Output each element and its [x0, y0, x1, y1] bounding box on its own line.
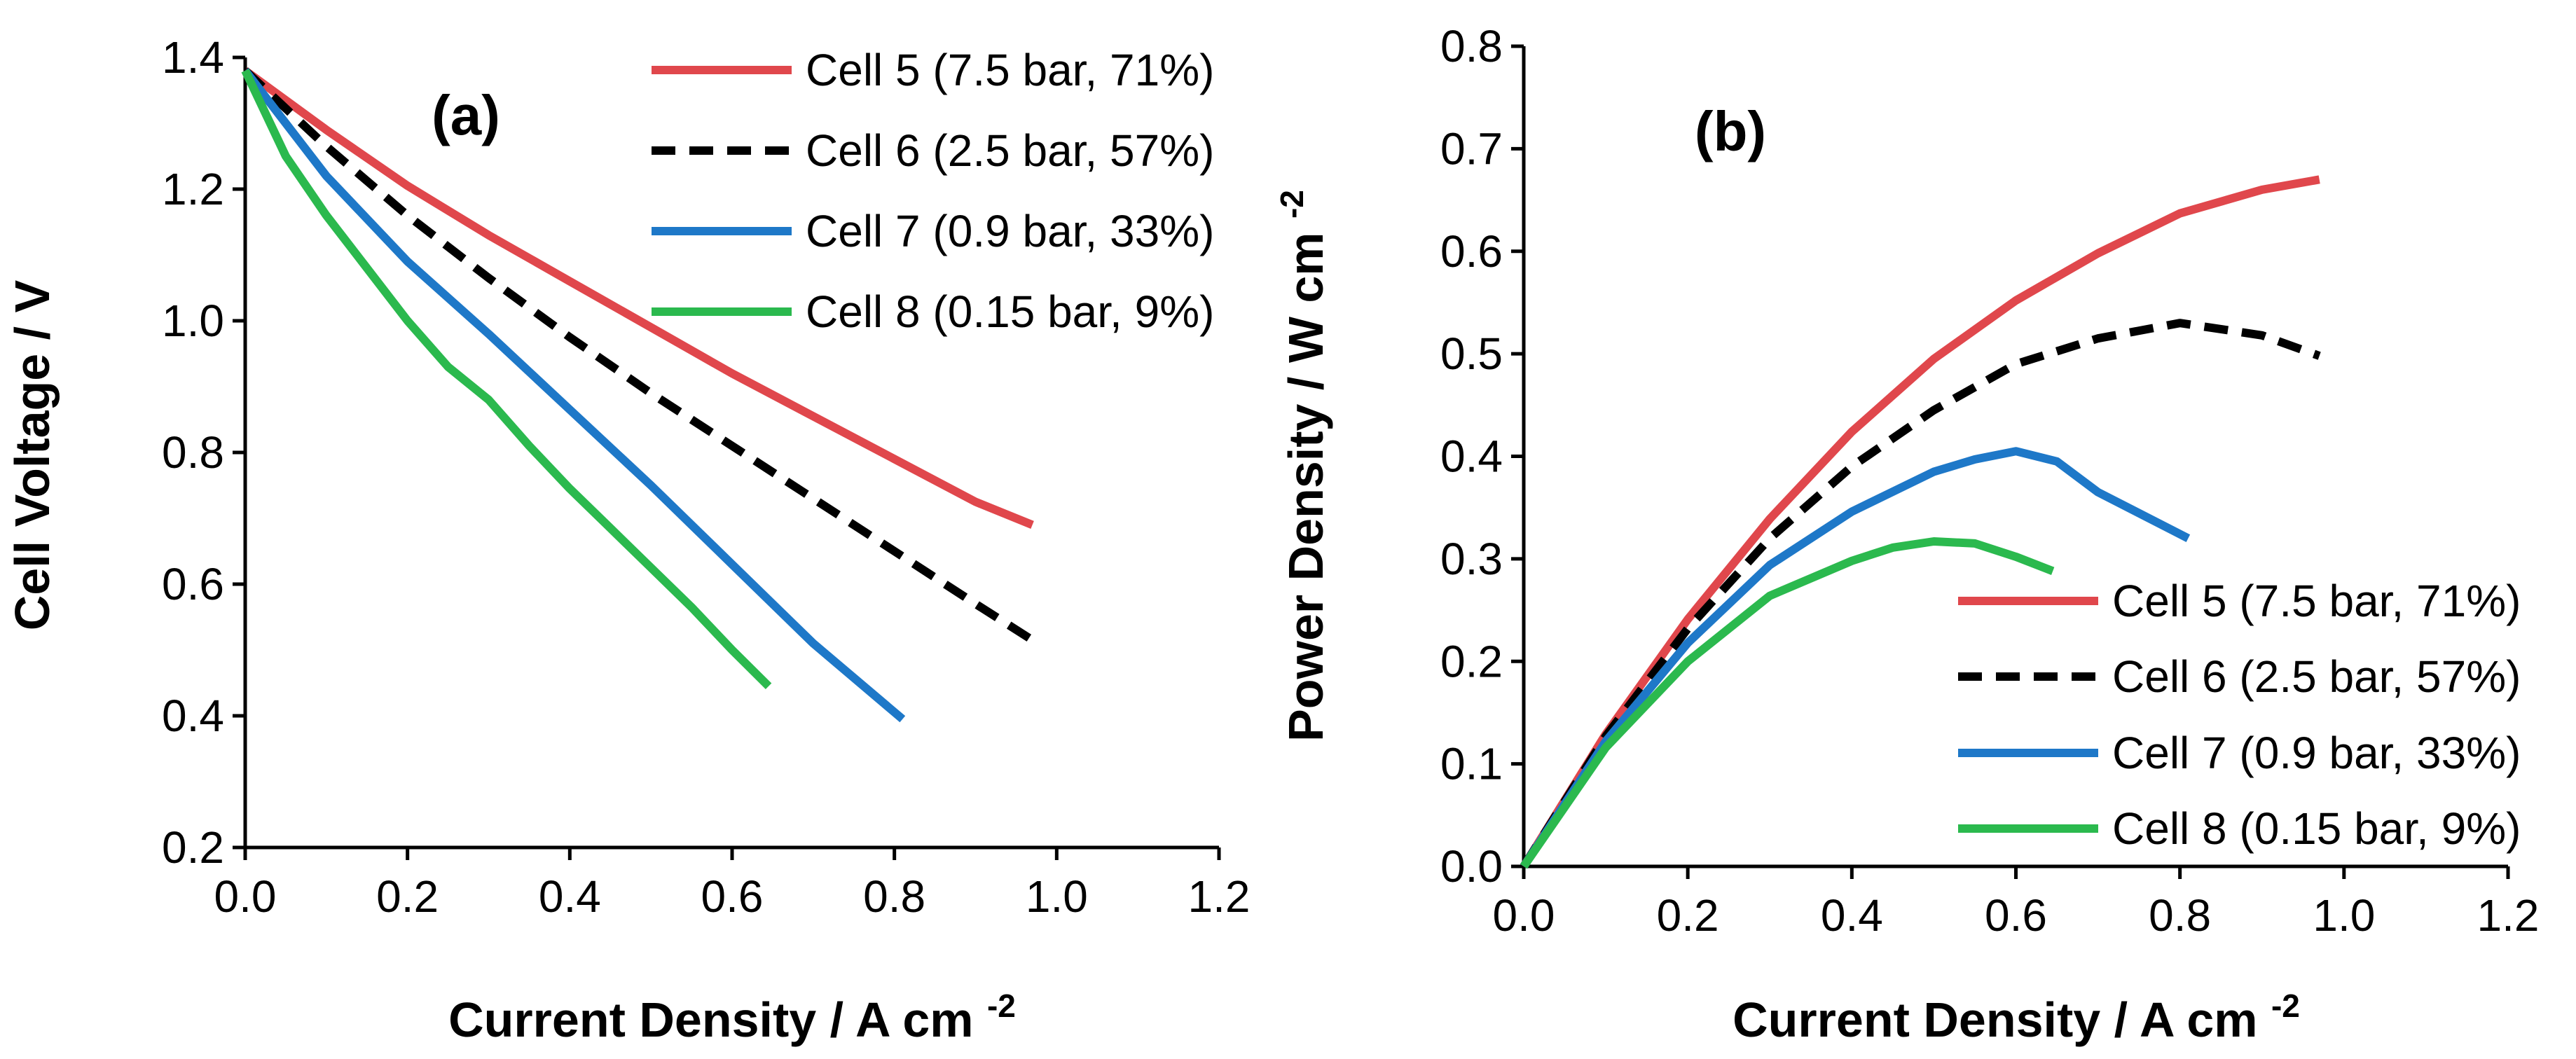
series-line-7	[1520, 447, 2191, 869]
x-tick-label: 0.4	[1821, 890, 1883, 941]
legend-label: Cell 6 (2.5 bar, 57%)	[2112, 651, 2521, 702]
y-tick-label: 0.2	[162, 822, 224, 873]
y-tick-label: 0.7	[1440, 123, 1503, 174]
series-line-5	[242, 67, 1034, 529]
legend-label: Cell 8 (0.15 bar, 9%)	[2112, 803, 2521, 854]
legend: Cell 5 (7.5 bar, 71%) Cell 6 (2.5 bar, 57…	[1958, 576, 2521, 854]
legend-label: Cell 8 (0.15 bar, 9%)	[806, 286, 1214, 337]
y-tick-label: 0.4	[1440, 431, 1503, 482]
y-tick-label: 0.1	[1440, 739, 1503, 789]
y-tick-label: 0.2	[1440, 636, 1503, 686]
y-tick-label: 0.8	[162, 427, 224, 478]
series-line-7	[242, 68, 906, 723]
legend-label: Cell 5 (7.5 bar, 71%)	[2112, 576, 2521, 626]
x-tick-label: 1.2	[2477, 890, 2540, 941]
y-tick-label: 0.4	[162, 691, 224, 741]
series-line-8	[241, 69, 772, 689]
x-axis-label: Current Density / A cm -2	[1733, 988, 2300, 1047]
y-tick-label: 0.3	[1440, 534, 1503, 584]
series-line-8	[1520, 537, 2055, 869]
x-tick-label: 0.6	[1985, 890, 2047, 941]
y-tick-label: 0.5	[1440, 328, 1503, 379]
chart-panel-a: 0.0 0.2 0.4 0.6 0.8 1.0 1.20.20.40.60.81.01.21…	[5, 32, 1250, 1047]
x-tick-label: 0.8	[863, 871, 925, 922]
y-tick-label: 0.6	[162, 559, 224, 609]
panel-label: (a)	[432, 84, 500, 146]
legend-label: Cell 7 (0.9 bar, 33%)	[2112, 728, 2521, 778]
x-tick-label: 0.6	[701, 871, 764, 922]
y-tick-label: 0.6	[1440, 226, 1503, 277]
x-tick-label: 1.0	[2313, 890, 2375, 941]
y-axis-label: Cell Voltage / V	[5, 279, 60, 630]
y-tick-label: 1.4	[162, 32, 224, 83]
x-tick-label: 0.0	[1493, 890, 1555, 941]
legend-label: Cell 5 (7.5 bar, 71%)	[806, 45, 1214, 95]
x-axis-label: Current Density / A cm -2	[448, 988, 1016, 1047]
x-tick-label: 0.2	[376, 871, 439, 922]
x-tick-label: 0.0	[214, 871, 277, 922]
series-line-6	[1520, 319, 2321, 869]
x-tick-label: 0.2	[1657, 890, 1719, 941]
x-tick-label: 1.2	[1188, 871, 1251, 922]
chart-panel-b: 0.0 0.2 0.4 0.6 0.8 1.0 1.2 0.0 0.1 0.2 0.3 0.4 0.5 0…	[1274, 21, 2539, 1047]
y-tick-label: 0.0	[1440, 841, 1503, 892]
series-line-6	[242, 67, 1035, 644]
y-tick-label: 1.0	[162, 296, 224, 346]
x-tick-label: 0.4	[539, 871, 601, 922]
y-axis-label: Power Density / W cm -2	[1274, 190, 1333, 742]
x-tick-label: 1.0	[1026, 871, 1088, 922]
legend-label: Cell 7 (0.9 bar, 33%)	[806, 206, 1214, 256]
x-tick-label: 0.8	[2149, 890, 2211, 941]
y-tick-label: 1.2	[162, 164, 224, 214]
legend-label: Cell 6 (2.5 bar, 57%)	[806, 125, 1214, 176]
y-tick-label: 0.8	[1440, 21, 1503, 71]
panel-label: (b)	[1695, 100, 1766, 162]
legend: Cell 5 (7.5 bar, 71%) Cell 6 (2.5 bar, 57…	[652, 45, 1214, 337]
